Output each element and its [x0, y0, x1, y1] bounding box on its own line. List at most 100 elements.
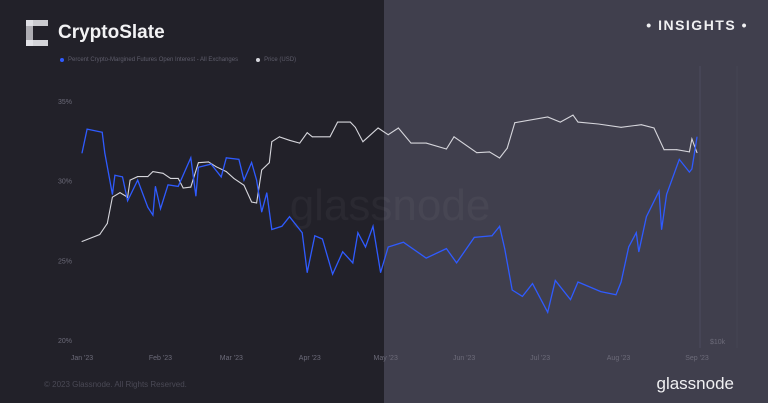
oi-data-point	[159, 208, 161, 210]
cryptoslate-logo-icon	[26, 20, 48, 46]
oi-data-point	[615, 294, 617, 296]
price-data-point	[377, 127, 379, 129]
price-data-point	[299, 142, 301, 144]
price-data-point	[251, 201, 253, 203]
price-data-point	[306, 132, 308, 134]
x-tick-label: Sep '23	[685, 355, 709, 362]
price-data-point	[453, 136, 455, 138]
oi-data-point	[554, 279, 556, 281]
brand-name: CryptoSlate	[58, 22, 165, 43]
price-data-point	[559, 121, 561, 123]
oi-data-point	[271, 228, 273, 230]
oi-data-point	[696, 136, 698, 138]
x-tick-label: Jul '23	[530, 355, 550, 362]
price-data-point	[106, 222, 108, 224]
x-tick-label: May '23	[374, 355, 398, 362]
glassnode-logo: glassnode	[656, 374, 734, 393]
price-data-point	[289, 139, 291, 141]
oi-data-point	[600, 291, 602, 293]
x-tick-label: Aug '23	[607, 355, 631, 362]
insights-badge: • INSIGHTS •	[646, 17, 748, 33]
oi-data-point	[86, 128, 88, 130]
legend-price-swatch	[256, 58, 261, 62]
oi-data-point	[521, 295, 523, 297]
oi-data-point	[372, 225, 374, 227]
price-data-point	[696, 152, 698, 154]
oi-data-point	[547, 311, 549, 313]
oi-data-point	[210, 163, 212, 165]
price-data-point	[99, 234, 101, 236]
oi-data-point	[261, 211, 263, 213]
oi-data-point	[289, 216, 291, 218]
oi-data-point	[357, 232, 359, 234]
price-data-point	[597, 123, 599, 125]
oi-data-point	[121, 176, 123, 178]
price-data-point	[691, 138, 693, 140]
legend-oi-label: Percent Crypto-Margined Futures Open Int…	[68, 57, 239, 63]
copyright: © 2023 Glassnode. All Rights Reserved.	[44, 380, 187, 389]
y-left-tick-label: 20%	[58, 338, 72, 345]
oi-data-point	[195, 195, 197, 197]
price-data-point	[362, 141, 364, 143]
price-data-point	[354, 126, 356, 128]
price-data-point	[190, 186, 192, 188]
oi-data-point	[190, 157, 192, 159]
oi-data-point	[225, 157, 227, 159]
oi-data-point	[628, 246, 630, 248]
y-left-tick-label: 35%	[58, 99, 72, 106]
oi-data-point	[678, 158, 680, 160]
oi-data-point	[321, 238, 323, 240]
oi-data-point	[281, 225, 283, 227]
legend-price-label: Price (USD)	[264, 57, 297, 63]
price-data-point	[640, 124, 642, 126]
oi-data-point	[504, 248, 506, 250]
oi-data-point	[456, 262, 458, 264]
oi-data-point	[301, 232, 303, 234]
price-data-point	[476, 152, 478, 154]
chart-legend: Percent Crypto-Margined Futures Open Int…	[60, 57, 296, 63]
oi-data-point	[352, 262, 354, 264]
oi-data-point	[147, 206, 149, 208]
price-data-point	[177, 177, 179, 179]
price-data-point	[311, 136, 313, 138]
price-data-point	[349, 121, 351, 123]
price-data-point	[499, 157, 501, 159]
watermark: glassnode	[290, 181, 491, 230]
price-data-point	[271, 141, 273, 143]
price-data-point	[514, 122, 516, 124]
oi-data-point	[661, 228, 663, 230]
oi-data-point	[220, 176, 222, 178]
insights-label: INSIGHTS	[658, 17, 737, 33]
price-data-point	[129, 179, 131, 181]
price-data-point	[208, 161, 210, 163]
price-data-point	[506, 147, 508, 149]
oi-data-point	[531, 283, 533, 285]
oi-data-point	[666, 193, 668, 195]
oi-data-point	[511, 289, 513, 291]
oi-data-point	[402, 241, 404, 243]
oi-data-point	[638, 251, 640, 253]
oi-data-point	[364, 246, 366, 248]
oi-data-point	[177, 185, 179, 187]
price-data-point	[572, 114, 574, 116]
oi-data-point	[238, 158, 240, 160]
oi-data-point	[152, 214, 154, 216]
oi-data-point	[332, 273, 334, 275]
oi-data-point	[101, 131, 103, 133]
oi-data-point	[491, 235, 493, 237]
oi-data-point	[688, 171, 690, 173]
oi-data-point	[197, 166, 199, 168]
legend-oi-swatch	[60, 58, 64, 62]
oi-data-point	[342, 251, 344, 253]
price-data-point	[137, 176, 139, 178]
oi-data-point	[445, 248, 447, 250]
oi-data-point	[81, 152, 83, 154]
oi-data-point	[167, 184, 169, 186]
price-data-point	[688, 151, 690, 153]
price-data-point	[127, 196, 129, 198]
price-data-point	[119, 192, 121, 194]
oi-data-point	[499, 225, 501, 227]
cryptoslate-logo: CryptoSlate	[26, 20, 165, 46]
price-data-point	[577, 121, 579, 123]
oi-data-point	[658, 190, 660, 192]
